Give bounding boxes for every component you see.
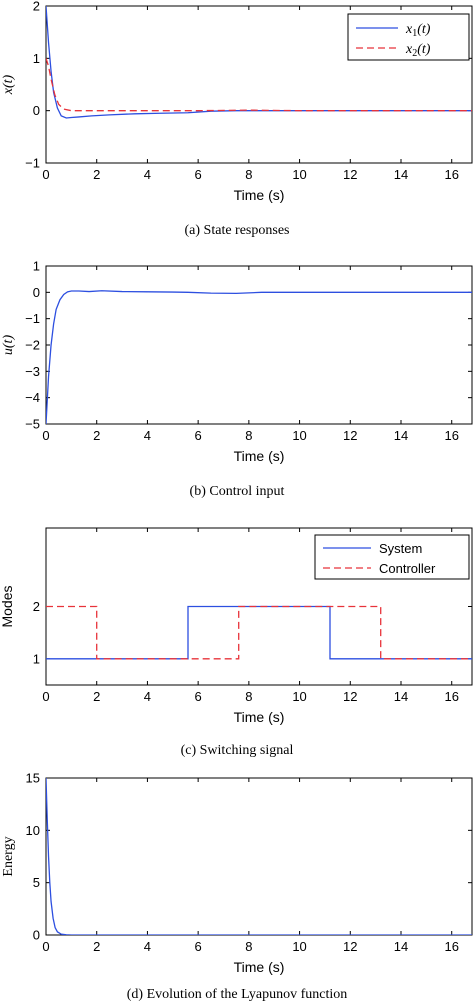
legend-label-2: Controller <box>379 561 436 576</box>
panel-caption: (a) State responses <box>185 223 290 238</box>
x-tick-label: 14 <box>394 689 408 704</box>
x-tick-label: 10 <box>292 428 306 443</box>
legend-box <box>314 534 470 580</box>
x-axis-label: Time (s) <box>234 709 285 725</box>
legend: x1(t) x2(t) <box>347 13 470 61</box>
y-tick-label: 2 <box>33 0 40 14</box>
y-tick-label: −1 <box>25 311 40 326</box>
x-tick-label: 2 <box>93 167 100 182</box>
x-tick-label: 10 <box>292 689 306 704</box>
y-tick-label: 10 <box>26 823 40 838</box>
x-tick-label: 16 <box>444 939 458 954</box>
x-tick-label: 2 <box>93 428 100 443</box>
series-line-2 <box>46 58 472 112</box>
axes-box <box>45 265 473 425</box>
panel-caption: (b) Control input <box>190 484 285 499</box>
x-tick-label: 12 <box>343 428 357 443</box>
x-tick-label: 4 <box>144 167 151 182</box>
x-tick-label: 0 <box>42 939 49 954</box>
y-tick-label: 2 <box>33 599 40 614</box>
panel-caption: (c) Switching signal <box>181 743 294 758</box>
x-tick-label: 8 <box>245 689 252 704</box>
axes-box <box>45 5 473 164</box>
x-tick-label: 12 <box>343 167 357 182</box>
series-line-1 <box>46 778 472 935</box>
x-tick-label: 0 <box>42 167 49 182</box>
x-tick-label: 14 <box>394 167 408 182</box>
y-tick-label: 1 <box>33 51 40 66</box>
y-tick-label: 15 <box>26 771 40 786</box>
chart-panel-4: 0 2 4 6 8 10 12 14 16 0 5 10 15 Time (s) Energy (d) Evo… <box>1 771 473 1002</box>
y-axis-label: Energy <box>1 836 16 876</box>
y-axis-label: x(t) <box>1 74 16 95</box>
y-tick-label: 5 <box>33 875 40 890</box>
x-tick-label: 6 <box>195 939 202 954</box>
y-axis-label: u(t) <box>1 335 16 356</box>
x-tick-label: 6 <box>195 689 202 704</box>
axes-box <box>45 777 473 936</box>
y-tick-label: 0 <box>33 285 40 300</box>
legend-label-1: System <box>379 541 422 556</box>
series-line-1 <box>46 290 472 424</box>
x-tick-label: 4 <box>144 939 151 954</box>
x-axis-label: Time (s) <box>234 448 285 464</box>
x-tick-label: 16 <box>444 689 458 704</box>
panel-caption: (d) Evolution of the Lyapunov function <box>127 987 347 1002</box>
x-tick-label: 2 <box>93 689 100 704</box>
y-tick-label: 0 <box>33 103 40 118</box>
x-tick-label: 4 <box>144 689 151 704</box>
x-tick-label: 8 <box>245 428 252 443</box>
y-tick-label: −5 <box>25 417 40 432</box>
x-tick-label: 16 <box>444 167 458 182</box>
x-tick-label: 12 <box>343 689 357 704</box>
y-tick-label: −4 <box>25 390 40 405</box>
x-tick-label: 10 <box>292 939 306 954</box>
x-tick-label: 0 <box>42 689 49 704</box>
x-tick-label: 4 <box>144 428 151 443</box>
y-tick-label: −2 <box>25 338 40 353</box>
y-tick-label: −1 <box>25 156 40 171</box>
legend-label-2: x2(t) <box>405 42 431 59</box>
y-tick-label: 1 <box>33 259 40 274</box>
x-tick-label: 14 <box>394 939 408 954</box>
y-tick-label: 1 <box>33 651 40 666</box>
y-tick-label: 0 <box>33 928 40 943</box>
x-tick-label: 0 <box>42 428 49 443</box>
x-tick-label: 10 <box>292 167 306 182</box>
x-tick-label: 2 <box>93 939 100 954</box>
x-tick-label: 8 <box>245 939 252 954</box>
x-tick-label: 14 <box>394 428 408 443</box>
x-tick-label: 12 <box>343 939 357 954</box>
y-tick-label: −3 <box>25 364 40 379</box>
x-tick-label: 6 <box>195 428 202 443</box>
x-tick-label: 16 <box>444 428 458 443</box>
x-axis-label: Time (s) <box>234 959 285 975</box>
legend: System Controller <box>314 534 470 580</box>
series-line-1 <box>46 605 472 660</box>
chart-panel-2: 0 2 4 6 8 10 12 14 16 −5 −4 −3 −2 −1 0 1 Time (s) u(t) (b)… <box>1 259 473 499</box>
x-axis-label: Time (s) <box>234 187 285 203</box>
legend-label-1: x1(t) <box>405 22 431 39</box>
x-tick-label: 8 <box>245 167 252 182</box>
legend-box <box>347 13 470 61</box>
y-axis-label: Modes <box>0 585 15 627</box>
series-line-2 <box>46 605 472 660</box>
x-tick-label: 6 <box>195 167 202 182</box>
